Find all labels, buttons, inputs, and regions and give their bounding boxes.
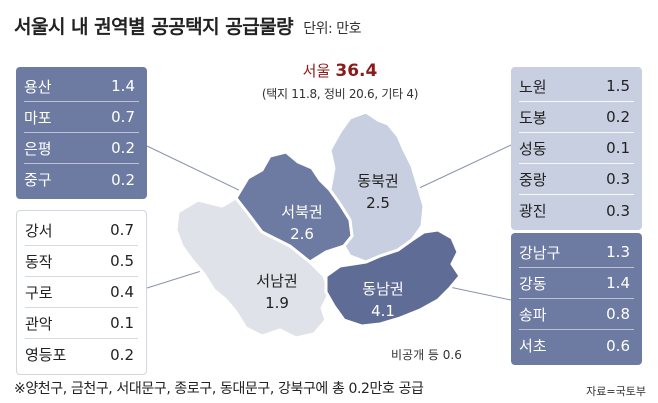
district-row: 관악 0.1 bbox=[25, 308, 138, 339]
district-name: 영등포 bbox=[25, 346, 67, 364]
district-name: 관악 bbox=[25, 314, 53, 333]
district-name: 강남구 bbox=[519, 243, 561, 262]
region-dongbuk-value: 2.5 bbox=[366, 194, 390, 212]
district-row: 강동 1.4 bbox=[519, 268, 634, 299]
district-row: 중랑 0.3 bbox=[519, 164, 634, 195]
district-value: 0.4 bbox=[110, 283, 134, 301]
total-label: 서울 bbox=[302, 62, 331, 80]
total-value: 36.4 bbox=[335, 61, 378, 81]
district-name: 송파 bbox=[519, 305, 547, 324]
district-name: 용산 bbox=[24, 77, 52, 96]
page-title: 서울시 내 권역별 공공택지 공급물량 단위: 만호 bbox=[14, 12, 361, 39]
district-value: 1.4 bbox=[111, 77, 135, 95]
district-value: 0.8 bbox=[606, 305, 630, 323]
district-value: 1.4 bbox=[606, 274, 630, 292]
region-seobuk-value: 2.6 bbox=[290, 225, 314, 243]
unit-label: 단위: 만호 bbox=[303, 21, 361, 37]
panel-seonam: 강서 0.7 동작 0.5 구로 0.4 관악 0.1 영등포 0.2 bbox=[16, 210, 147, 375]
district-name: 광진 bbox=[519, 202, 547, 220]
district-row: 광진 0.3 bbox=[519, 195, 634, 226]
district-name: 강동 bbox=[519, 274, 547, 293]
panel-dongnam: 강남구 1.3 강동 1.4 송파 0.8 서초 0.6 bbox=[511, 233, 642, 365]
panel-seobuk: 용산 1.4 마포 0.7 은평 0.2 중구 0.2 bbox=[16, 67, 147, 199]
region-dongnam-name: 동남권 bbox=[362, 280, 403, 298]
district-row: 영등포 0.2 bbox=[25, 339, 138, 370]
leader-line-dongbuk bbox=[414, 144, 512, 191]
district-value: 0.6 bbox=[606, 336, 630, 355]
district-row: 마포 0.7 bbox=[24, 102, 139, 133]
district-name: 은평 bbox=[24, 139, 52, 158]
district-name: 중구 bbox=[24, 171, 52, 189]
district-row: 용산 1.4 bbox=[24, 71, 139, 102]
seoul-total: 서울 36.4 (택지 11.8, 정비 20.6, 기타 4) bbox=[240, 60, 440, 102]
district-name: 강서 bbox=[25, 221, 53, 240]
region-seobuk-name: 서북권 bbox=[281, 203, 322, 221]
region-dongbuk-name: 동북권 bbox=[357, 172, 398, 190]
district-value: 0.1 bbox=[606, 139, 630, 157]
district-name: 성동 bbox=[519, 139, 547, 158]
total-breakdown: (택지 11.8, 정비 20.6, 기타 4) bbox=[261, 87, 419, 101]
district-value: 0.7 bbox=[111, 108, 135, 126]
district-value: 0.3 bbox=[606, 201, 630, 220]
district-row: 중구 0.2 bbox=[24, 164, 139, 195]
district-name: 도봉 bbox=[519, 108, 547, 127]
district-row: 구로 0.4 bbox=[25, 277, 138, 308]
panel-dongbuk: 노원 1.5 도봉 0.2 성동 0.1 중랑 0.3 광진 0.3 bbox=[511, 67, 642, 230]
district-name: 구로 bbox=[25, 283, 53, 302]
title-text: 서울시 내 권역별 공공택지 공급물량 bbox=[14, 16, 294, 38]
district-name: 동작 bbox=[25, 252, 53, 271]
district-value: 0.7 bbox=[110, 221, 134, 239]
district-value: 0.5 bbox=[110, 252, 134, 270]
district-value: 0.3 bbox=[606, 170, 630, 188]
district-row: 은평 0.2 bbox=[24, 133, 139, 164]
district-row: 동작 0.5 bbox=[25, 246, 138, 277]
district-row: 노원 1.5 bbox=[519, 71, 634, 102]
district-value: 0.2 bbox=[110, 345, 134, 364]
region-seonam-name: 서남권 bbox=[256, 272, 297, 290]
district-value: 0.2 bbox=[111, 170, 135, 189]
region-seonam-value: 1.9 bbox=[265, 294, 289, 312]
district-row: 송파 0.8 bbox=[519, 299, 634, 330]
district-row: 성동 0.1 bbox=[519, 133, 634, 164]
district-value: 0.1 bbox=[110, 314, 134, 332]
region-dongbuk bbox=[328, 110, 426, 264]
footnote: ※양천구, 금천구, 서대문구, 종로구, 동대문구, 강북구에 총 0.2만호… bbox=[14, 381, 424, 397]
district-row: 강서 0.7 bbox=[25, 215, 138, 246]
region-dongnam-value: 4.1 bbox=[371, 302, 395, 320]
district-name: 마포 bbox=[24, 108, 52, 127]
district-name: 중랑 bbox=[519, 170, 547, 189]
district-row: 서초 0.6 bbox=[519, 330, 634, 361]
district-value: 0.2 bbox=[111, 139, 135, 157]
source-credit: 자료=국토부 bbox=[586, 385, 646, 398]
district-value: 0.2 bbox=[606, 108, 630, 126]
region-dongnam bbox=[324, 228, 462, 328]
district-name: 노원 bbox=[519, 77, 547, 96]
district-value: 1.5 bbox=[606, 77, 630, 95]
district-row: 강남구 1.3 bbox=[519, 237, 634, 268]
district-value: 1.3 bbox=[606, 243, 630, 261]
district-name: 서초 bbox=[519, 337, 547, 355]
district-row: 도봉 0.2 bbox=[519, 102, 634, 133]
nonpublic-note: 비공개 등 0.6 bbox=[391, 348, 462, 362]
